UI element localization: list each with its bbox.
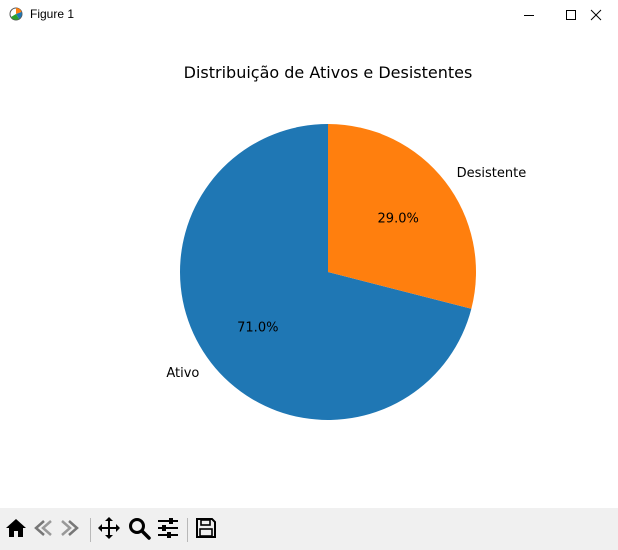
pan-button[interactable] bbox=[96, 517, 122, 543]
toolbar-separator bbox=[90, 518, 91, 542]
maximize-icon bbox=[565, 9, 577, 21]
zoom-button[interactable] bbox=[126, 517, 152, 543]
close-button[interactable] bbox=[590, 0, 618, 30]
forward-button[interactable] bbox=[57, 517, 83, 543]
toolbar-separator bbox=[187, 518, 188, 542]
configure-subplots-button[interactable] bbox=[155, 517, 181, 543]
slice-percent-label: 29.0% bbox=[378, 212, 419, 227]
figure-canvas[interactable]: Distribuição de Ativos e Desistentes 71.… bbox=[0, 30, 618, 508]
home-button[interactable] bbox=[3, 517, 29, 543]
pie-slice-ativo bbox=[180, 124, 472, 421]
close-icon bbox=[590, 9, 602, 21]
matplotlib-figure-icon bbox=[8, 6, 24, 22]
forward-icon bbox=[59, 517, 81, 543]
maximize-button[interactable] bbox=[548, 0, 594, 30]
minimize-button[interactable] bbox=[506, 0, 552, 30]
navigation-toolbar bbox=[0, 508, 618, 550]
minimize-icon bbox=[523, 9, 535, 21]
save-button[interactable] bbox=[193, 517, 219, 543]
home-icon bbox=[5, 517, 27, 543]
window-title: Figure 1 bbox=[30, 7, 75, 21]
zoom-icon bbox=[127, 516, 151, 544]
back-button[interactable] bbox=[30, 517, 56, 543]
window-titlebar: Figure 1 bbox=[0, 0, 618, 30]
configure-subplots-icon bbox=[156, 516, 180, 544]
pie-chart: Distribuição de Ativos e Desistentes 71.… bbox=[166, 63, 527, 421]
chart-title: Distribuição de Ativos e Desistentes bbox=[184, 63, 473, 82]
pie-slice-desistente bbox=[328, 124, 477, 309]
pan-icon bbox=[97, 516, 121, 544]
back-icon bbox=[32, 517, 54, 543]
slice-category-label: Ativo bbox=[166, 366, 199, 381]
slice-category-label: Desistente bbox=[457, 166, 527, 181]
slice-percent-label: 71.0% bbox=[237, 320, 278, 335]
save-icon bbox=[195, 517, 217, 543]
